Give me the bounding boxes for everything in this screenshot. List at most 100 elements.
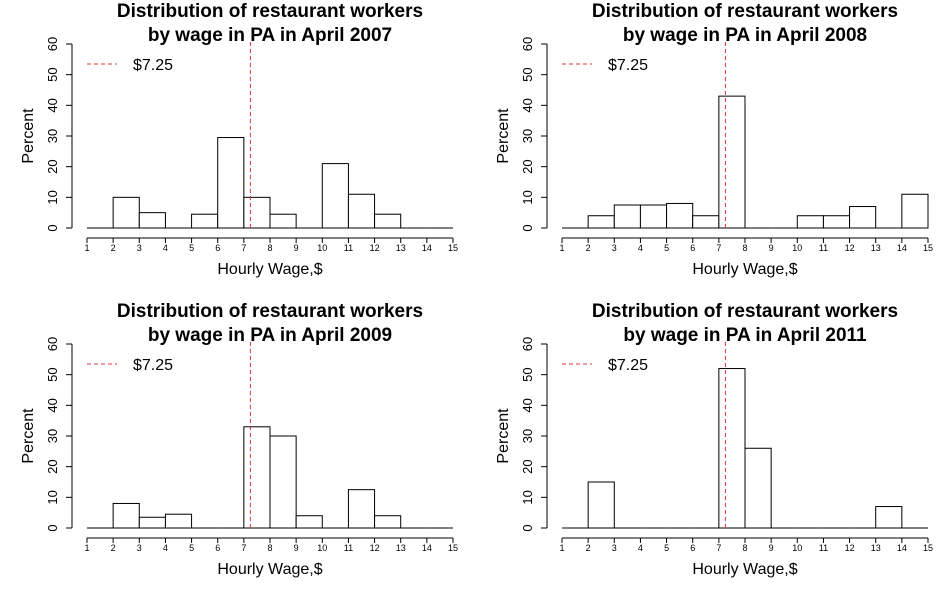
y-tick-label: 60 xyxy=(45,337,60,351)
x-tick-label: 12 xyxy=(370,543,380,553)
x-tick-label: 10 xyxy=(792,243,802,253)
y-tick-label: 60 xyxy=(520,337,535,351)
bar xyxy=(217,137,245,229)
bar xyxy=(243,196,271,229)
x-tick-label: 4 xyxy=(163,243,168,253)
bar xyxy=(639,204,668,229)
x-tick-label: 9 xyxy=(294,543,299,553)
bar xyxy=(613,204,641,229)
x-tick-label: 2 xyxy=(586,543,591,553)
bar xyxy=(164,513,193,529)
bar xyxy=(875,506,903,529)
bar xyxy=(744,447,772,529)
y-axis-label: Percent xyxy=(495,408,512,464)
bar xyxy=(295,515,323,529)
x-tick-label: 7 xyxy=(241,543,246,553)
x-tick-label: 1 xyxy=(559,243,564,253)
x-tick-label: 6 xyxy=(215,243,220,253)
bar xyxy=(587,215,615,229)
x-tick-label: 15 xyxy=(923,543,933,553)
y-tick-label: 50 xyxy=(45,67,60,81)
chart-title-line2: by wage in PA in April 2011 xyxy=(623,325,867,346)
x-tick-label: 2 xyxy=(111,543,116,553)
x-tick-label: 12 xyxy=(370,243,380,253)
x-tick-label: 14 xyxy=(897,543,907,553)
x-tick-label: 4 xyxy=(163,543,168,553)
bar xyxy=(138,516,166,529)
bar xyxy=(374,515,402,529)
bar xyxy=(587,481,615,529)
x-tick-label: 11 xyxy=(344,243,353,253)
x-tick-label: 7 xyxy=(241,243,246,253)
x-tick-label: 2 xyxy=(111,243,116,253)
panel-2009: Distribution of restaurant workers by wa… xyxy=(20,301,458,578)
y-axis-label: Percent xyxy=(20,408,37,464)
x-tick-label: 14 xyxy=(422,543,432,553)
x-tick-label: 10 xyxy=(317,243,327,253)
y-tick-label: 20 xyxy=(45,459,60,473)
x-tick-label: 1 xyxy=(84,543,89,553)
x-axis-label: Hourly Wage,$ xyxy=(692,561,797,578)
x-tick-label: 1 xyxy=(84,243,89,253)
y-tick-label: 30 xyxy=(45,429,60,443)
legend-label: $7.25 xyxy=(608,357,648,374)
x-tick-label: 1 xyxy=(559,543,564,553)
x-tick-label: 3 xyxy=(137,543,142,553)
y-tick-label: 30 xyxy=(520,429,535,443)
y-tick-label: 50 xyxy=(520,367,535,381)
x-tick-label: 6 xyxy=(215,543,220,553)
x-tick-label: 15 xyxy=(923,243,933,253)
bar xyxy=(718,368,746,529)
y-tick-label: 20 xyxy=(520,459,535,473)
x-tick-label: 13 xyxy=(871,243,881,253)
x-axis-label: Hourly Wage,$ xyxy=(217,261,322,278)
bar xyxy=(347,489,376,529)
y-tick-label: 0 xyxy=(520,524,535,531)
x-tick-label: 11 xyxy=(344,543,353,553)
y-tick-label: 30 xyxy=(520,129,535,143)
chart-title-line1: Distribution of restaurant workers xyxy=(592,1,898,22)
panel-2011: Distribution of restaurant workers by wa… xyxy=(495,301,933,578)
bar xyxy=(347,193,376,229)
x-tick-label: 4 xyxy=(638,543,643,553)
x-tick-label: 2 xyxy=(586,243,591,253)
x-tick-label: 13 xyxy=(871,543,881,553)
x-tick-label: 12 xyxy=(845,543,855,553)
x-tick-label: 11 xyxy=(819,243,828,253)
y-tick-label: 50 xyxy=(520,67,535,81)
x-tick-label: 12 xyxy=(845,243,855,253)
bar xyxy=(718,95,746,229)
chart-title-line1: Distribution of restaurant workers xyxy=(592,301,898,322)
x-axis-label: Hourly Wage,$ xyxy=(692,261,797,278)
chart-title-line1: Distribution of restaurant workers xyxy=(117,1,423,22)
bar xyxy=(138,212,166,229)
y-tick-label: 10 xyxy=(520,490,535,504)
x-tick-label: 3 xyxy=(137,243,142,253)
y-tick-label: 60 xyxy=(520,37,535,51)
bar xyxy=(849,206,877,229)
y-tick-label: 60 xyxy=(45,37,60,51)
panel-2007: Distribution of restaurant workers by wa… xyxy=(20,1,458,278)
y-tick-label: 40 xyxy=(45,98,60,112)
x-tick-label: 8 xyxy=(742,543,747,553)
legend-label: $7.25 xyxy=(133,357,173,374)
x-tick-label: 9 xyxy=(294,243,299,253)
x-tick-label: 7 xyxy=(716,543,721,553)
x-tick-label: 5 xyxy=(189,543,194,553)
y-tick-label: 10 xyxy=(45,190,60,204)
y-axis-label: Percent xyxy=(495,108,512,164)
bar xyxy=(901,193,929,229)
y-tick-label: 10 xyxy=(520,190,535,204)
x-tick-label: 9 xyxy=(769,543,774,553)
bar xyxy=(321,163,349,229)
bar xyxy=(796,215,824,229)
y-tick-label: 40 xyxy=(520,98,535,112)
y-tick-label: 0 xyxy=(45,224,60,231)
y-axis-label: Percent xyxy=(20,108,37,164)
x-tick-label: 3 xyxy=(612,243,617,253)
bar xyxy=(822,215,851,229)
x-tick-label: 7 xyxy=(716,243,721,253)
